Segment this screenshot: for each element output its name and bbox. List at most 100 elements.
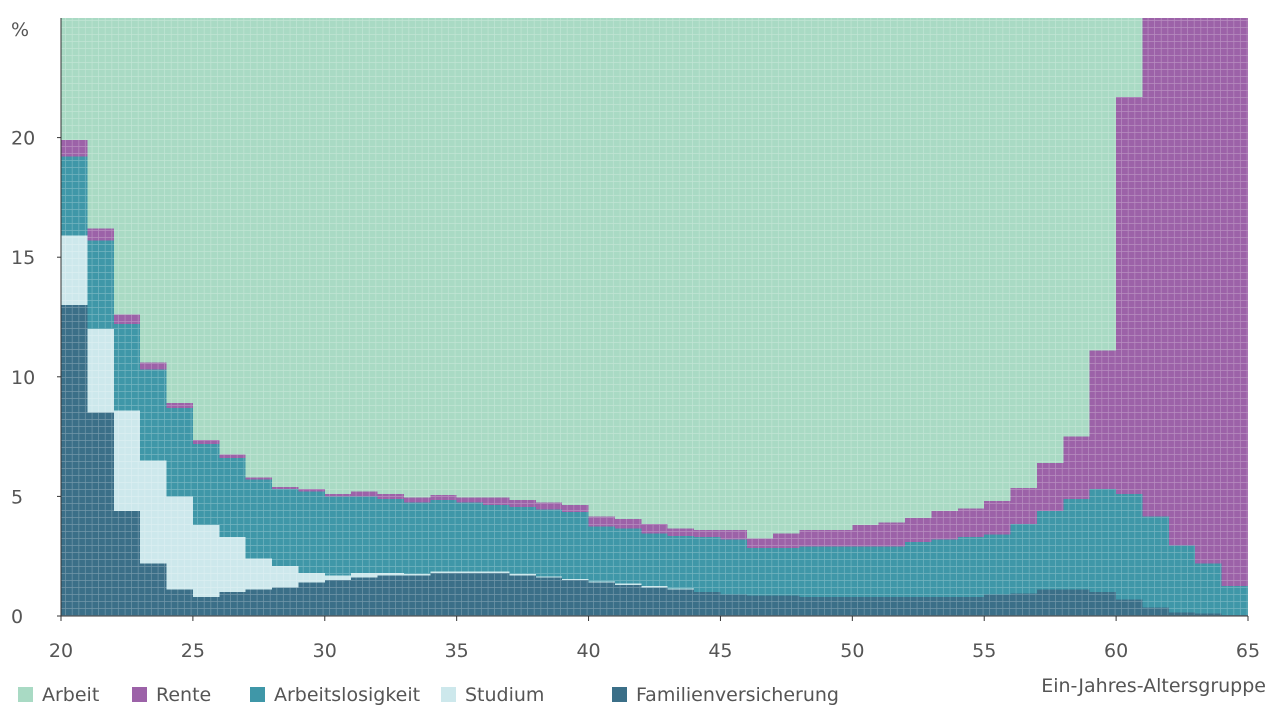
bar-segment-familienversicherung-49 — [825, 596, 853, 616]
bar-segment-arbeitslosigkeit-20 — [61, 156, 88, 236]
bar-segment-arbeitslosigkeit-39 — [562, 511, 589, 579]
bar-segment-arbeit-46 — [746, 18, 774, 539]
bar-segment-familienversicherung-33 — [403, 575, 431, 616]
bar-segment-rente-40 — [588, 516, 615, 527]
bar-segment-familienversicherung-47 — [773, 595, 800, 616]
bar-segment-studium-20 — [61, 235, 88, 306]
bar-segment-familienversicherung-40 — [588, 582, 615, 616]
x-tick-label: 30 — [313, 640, 337, 662]
bar-segment-arbeit-37 — [509, 18, 536, 500]
bar-segment-arbeit-28 — [272, 18, 299, 487]
bar-segment-rente-22 — [113, 314, 141, 325]
bar-segment-arbeitslosigkeit-50 — [852, 546, 879, 597]
bar-segment-arbeit-51 — [878, 18, 906, 523]
bar-segment-arbeit-30 — [324, 18, 352, 495]
bar-segment-familienversicherung-54 — [957, 596, 985, 616]
bar-segment-rente-37 — [509, 499, 536, 508]
bar-segment-arbeit-38 — [535, 18, 563, 503]
bar-segment-familienversicherung-23 — [140, 563, 167, 616]
bar-segment-rente-54 — [957, 508, 985, 538]
bar-segment-arbeitslosigkeit-23 — [140, 369, 167, 461]
bar-segment-arbeitslosigkeit-61 — [1142, 516, 1169, 608]
bar-segment-rente-60 — [1116, 96, 1143, 495]
bar-segment-arbeit-40 — [588, 18, 615, 517]
bar-segment-rente-49 — [825, 529, 853, 547]
bar-segment-studium-35 — [456, 571, 484, 573]
bar-segment-studium-26 — [219, 537, 246, 593]
bar-segment-arbeitslosigkeit-31 — [351, 496, 378, 573]
y-tick-label: 15 — [11, 247, 35, 269]
bar-segment-arbeit-58 — [1063, 18, 1090, 437]
bar-segment-arbeit-34 — [430, 18, 457, 496]
bar-segment-studium-25 — [192, 525, 220, 597]
bar-segment-rente-53 — [931, 510, 958, 540]
bar-segment-arbeit-29 — [298, 18, 325, 490]
bar-segment-arbeit-42 — [641, 18, 668, 524]
bar-segment-arbeit-52 — [905, 18, 932, 518]
bar-segment-arbeitslosigkeit-41 — [614, 528, 642, 584]
bar-segment-arbeitslosigkeit-21 — [87, 240, 114, 329]
bar-segment-rente-45 — [720, 529, 747, 540]
bar-segment-familienversicherung-59 — [1089, 592, 1117, 616]
bar-segment-familienversicherung-51 — [878, 596, 906, 616]
bar-segment-rente-42 — [641, 523, 668, 534]
y-axis-label: % — [11, 19, 29, 41]
legend-label: Familienversicherung — [636, 684, 839, 706]
bar-segment-studium-40 — [588, 581, 615, 583]
bar-segment-arbeitslosigkeit-40 — [588, 526, 615, 582]
x-axis-label: Ein-Jahres-Altersgruppe — [1041, 675, 1266, 697]
bar-segment-familienversicherung-53 — [931, 596, 958, 616]
bar-segment-familienversicherung-20 — [61, 305, 88, 616]
bar-segment-rente-31 — [351, 491, 378, 497]
bar-segment-arbeitslosigkeit-55 — [984, 534, 1011, 595]
bar-segment-arbeit-48 — [799, 18, 826, 530]
bar-segment-familienversicherung-36 — [483, 572, 510, 616]
bar-segment-studium-27 — [245, 558, 273, 590]
bar-segment-arbeit-50 — [852, 18, 879, 526]
x-tick-label: 55 — [972, 640, 996, 662]
bar-segment-rente-27 — [245, 477, 273, 480]
bar-segment-rente-24 — [166, 403, 193, 408]
bar-segment-rente-59 — [1089, 350, 1117, 490]
bar-segment-arbeitslosigkeit-30 — [324, 496, 352, 576]
bar-segment-rente-50 — [852, 525, 879, 547]
bar-segment-arbeit-39 — [562, 18, 589, 505]
bar-segment-rente-21 — [87, 228, 114, 241]
bar-segment-arbeitslosigkeit-26 — [219, 458, 246, 538]
bar-segment-rente-47 — [773, 533, 800, 548]
bar-segment-rente-33 — [403, 497, 431, 503]
bar-segment-studium-30 — [324, 575, 352, 581]
bar-segment-rente-39 — [562, 504, 589, 512]
bar-segment-familienversicherung-35 — [456, 572, 484, 616]
x-tick-label: 45 — [708, 640, 732, 662]
bar-segment-familienversicherung-27 — [245, 589, 273, 616]
bar-segment-arbeitslosigkeit-47 — [773, 547, 800, 596]
bar-segment-rente-62 — [1168, 18, 1196, 546]
bar-segment-arbeitslosigkeit-29 — [298, 491, 325, 573]
bar-segment-arbeitslosigkeit-28 — [272, 489, 299, 566]
bar-segment-studium-39 — [562, 578, 589, 581]
bar-segment-studium-41 — [614, 583, 642, 585]
bar-segment-arbeitslosigkeit-27 — [245, 479, 273, 559]
bar-segment-rente-52 — [905, 517, 932, 542]
x-tick-label: 65 — [1236, 640, 1260, 662]
bar-segment-studium-22 — [113, 410, 141, 511]
bar-segment-rente-56 — [1010, 488, 1037, 524]
legend-swatch — [132, 687, 147, 702]
bar-segment-rente-64 — [1221, 18, 1248, 587]
bar-segment-rente-23 — [140, 362, 167, 370]
bar-segment-arbeitslosigkeit-59 — [1089, 489, 1117, 593]
bar-segment-arbeitslosigkeit-43 — [667, 535, 695, 589]
bar-segment-rente-61 — [1142, 18, 1169, 517]
y-tick-label: 0 — [11, 606, 23, 628]
bar-segment-arbeitslosigkeit-45 — [720, 539, 747, 595]
bar-segment-rente-36 — [483, 497, 510, 505]
bar-segment-familienversicherung-61 — [1142, 607, 1169, 616]
bar-segment-rente-58 — [1063, 436, 1090, 499]
legend-item-rente: Rente — [132, 684, 211, 706]
bar-segment-familienversicherung-63 — [1195, 613, 1222, 616]
bar-segment-studium-32 — [377, 572, 404, 576]
legend-swatch — [18, 687, 33, 702]
bar-segment-studium-36 — [483, 571, 510, 573]
